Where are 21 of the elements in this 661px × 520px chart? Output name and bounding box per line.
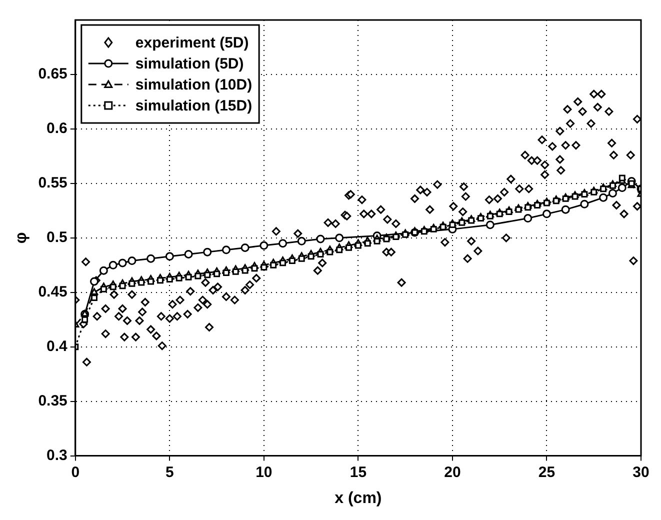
- y-tick-label: 0.3: [46, 446, 68, 464]
- y-tick-label: 0.5: [46, 229, 68, 246]
- x-tick-label: 15: [350, 464, 367, 481]
- legend-label: experiment (5D): [135, 34, 249, 52]
- x-tick-label: 0: [71, 464, 80, 481]
- x-tick-label: 20: [444, 464, 461, 481]
- y-tick-label: 0.55: [38, 174, 68, 192]
- y-tick-label: 0.6: [46, 120, 68, 138]
- x-axis-title: x (cm): [334, 490, 382, 507]
- y-tick-label: 0.4: [46, 338, 68, 355]
- y-axis-title: φ: [13, 232, 30, 244]
- y-tick-label: 0.65: [38, 66, 68, 83]
- x-tick-label: 30: [632, 464, 650, 481]
- x-tick-label: 5: [165, 464, 174, 481]
- legend-label: simulation (10D): [135, 76, 252, 94]
- legend-label: simulation (5D): [135, 56, 244, 73]
- legend-label: simulation (15D): [135, 98, 252, 115]
- x-tick-label: 25: [538, 464, 556, 481]
- x-tick-label: 10: [256, 464, 272, 481]
- y-tick-label: 0.45: [38, 284, 68, 301]
- y-tick-label: 0.35: [38, 392, 68, 410]
